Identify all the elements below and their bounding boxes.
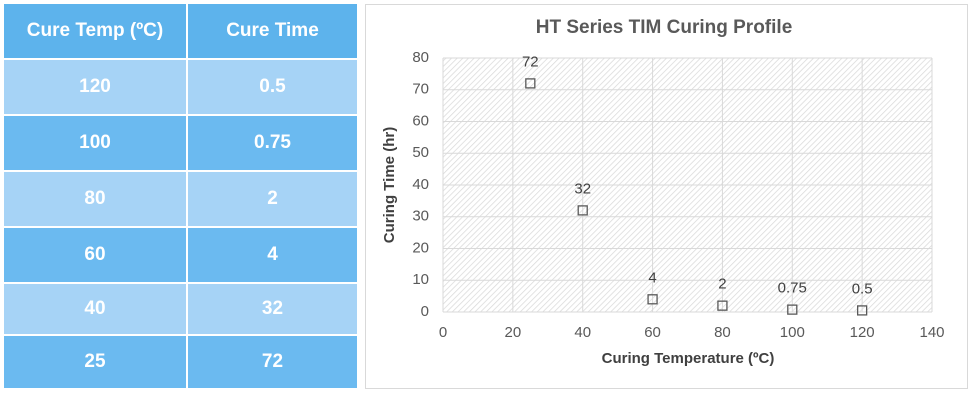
table-cell: 100	[4, 116, 186, 170]
y-tick-label: 50	[412, 144, 429, 161]
table-cell: 40	[4, 284, 186, 334]
marker	[647, 294, 658, 305]
data-label: 4	[648, 269, 656, 286]
table-cell: 25	[4, 336, 186, 388]
y-tick-label: 30	[412, 208, 429, 225]
table-cell: 4	[188, 228, 357, 282]
marker	[577, 205, 588, 216]
header-cell: Cure Temp (ºC)	[4, 4, 186, 58]
marker	[525, 78, 536, 89]
y-tick-label: 0	[421, 303, 429, 320]
x-tick-label: 20	[505, 324, 522, 341]
table-cell: 32	[188, 284, 357, 334]
header-cell: Cure Time	[188, 4, 357, 58]
marker	[856, 305, 868, 316]
marker	[717, 300, 728, 311]
x-tick-label: 60	[644, 324, 661, 341]
data-label: 32	[574, 180, 591, 197]
x-axis-title: Curing Temperature (ºC)	[602, 350, 775, 367]
data-label: 72	[522, 53, 539, 70]
x-tick-label: 80	[714, 324, 731, 341]
x-tick-label: 140	[919, 324, 944, 341]
table-cell: 2	[188, 172, 357, 226]
y-tick-label: 80	[412, 49, 429, 66]
y-tick-label: 40	[412, 176, 429, 193]
table-cell: 0.5	[188, 60, 357, 114]
x-tick-label: 40	[574, 324, 591, 341]
y-tick-label: 20	[412, 239, 429, 256]
chart-title: HT Series TIM Curing Profile	[536, 17, 793, 38]
table-cell: 120	[4, 60, 186, 114]
y-tick-label: 10	[412, 271, 429, 288]
y-tick-label: 70	[412, 81, 429, 98]
y-tick-label: 60	[412, 112, 429, 129]
marker	[787, 304, 798, 315]
x-tick-label: 0	[439, 324, 447, 341]
table-cell: 60	[4, 228, 186, 282]
table-cell: 72	[188, 336, 357, 388]
data-label: 0.75	[778, 280, 807, 297]
data-label: 0.5	[852, 280, 873, 297]
x-tick-label: 100	[780, 324, 805, 341]
data-label: 2	[718, 276, 726, 293]
y-axis-title: Curing Time (hr)	[381, 127, 398, 243]
table-cell: 0.75	[188, 116, 357, 170]
table-cell: 80	[4, 172, 186, 226]
x-tick-label: 120	[850, 324, 875, 341]
